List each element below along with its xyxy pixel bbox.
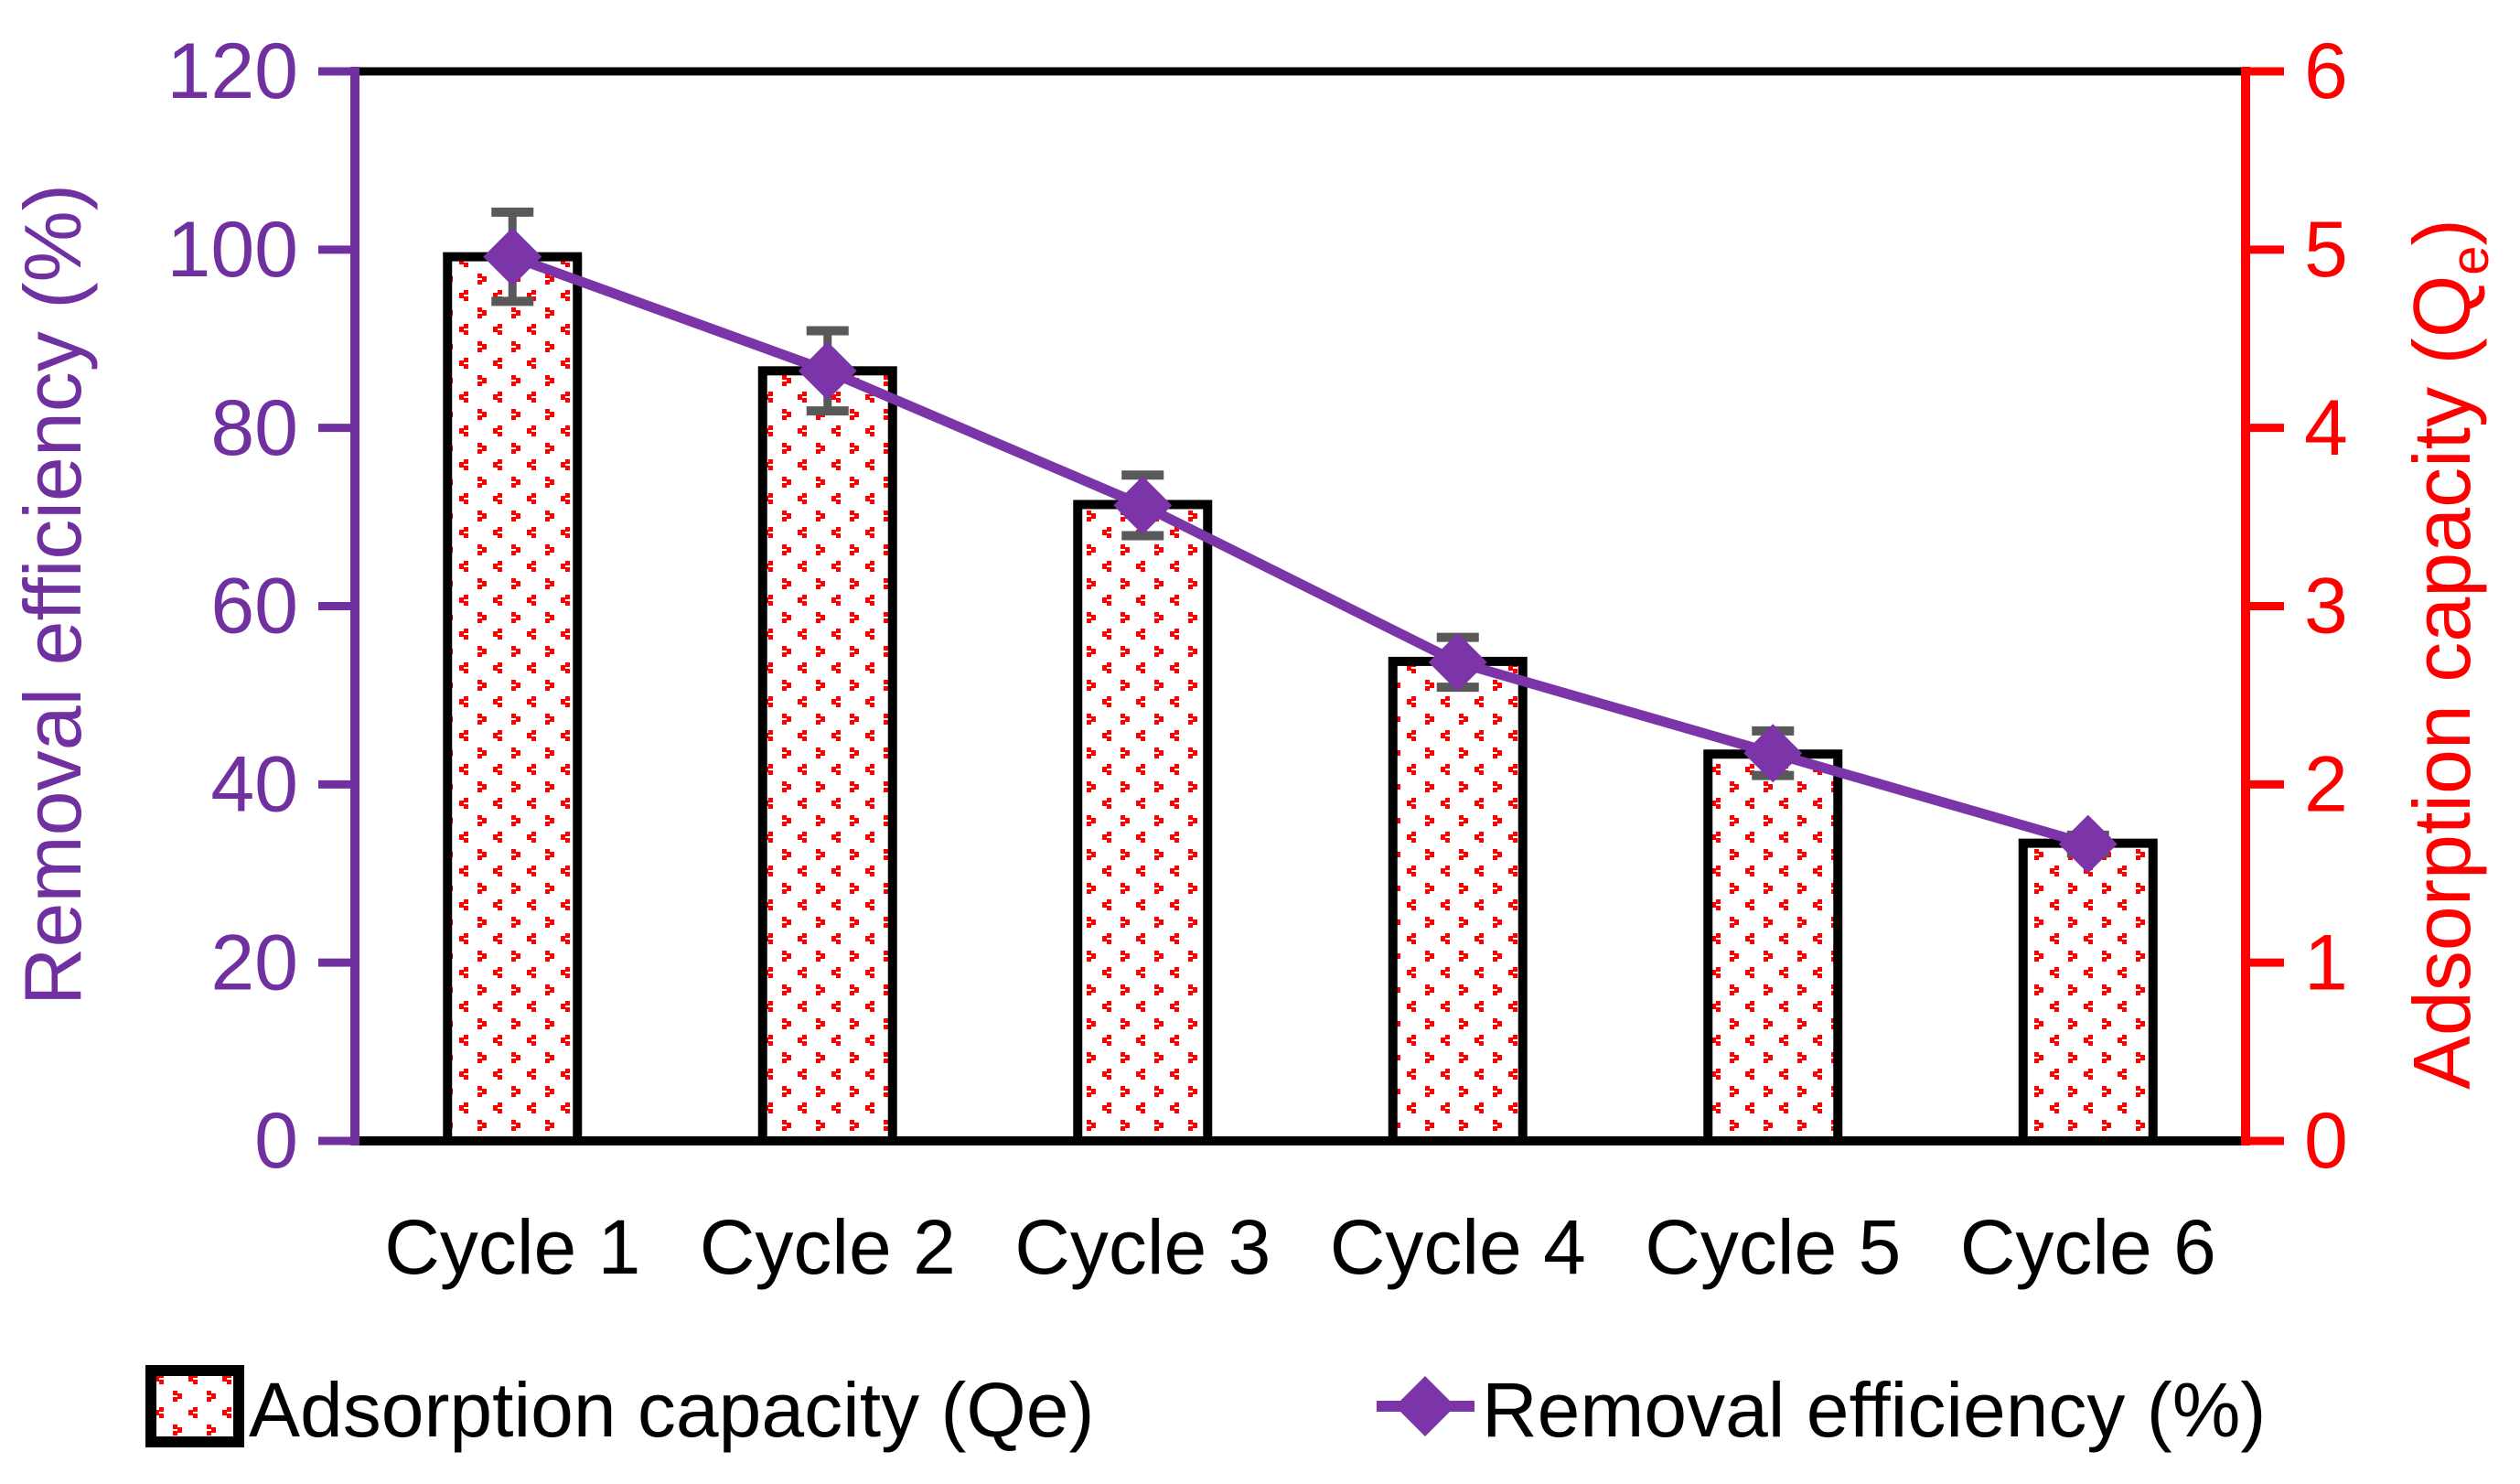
diamond-marker-cycle-4 — [1428, 632, 1487, 692]
axis-labels: 0 20 40 60 80 100 120 0 1 2 3 4 5 6 Cycle 1 Cycle 2 Cycl… — [7, 27, 2500, 1290]
legend-swatch-bar-pattern — [145, 1365, 244, 1447]
left-axis-tick-label-80: 80 — [210, 384, 298, 472]
right-axis-tick-label-0: 0 — [2304, 1097, 2348, 1185]
legend-item-adsorption-capacity: Adsorption capacity (Qe) — [145, 1365, 1094, 1453]
left-axis-tick-label-40: 40 — [210, 741, 298, 829]
right-axis-tick-label-5: 5 — [2304, 206, 2348, 294]
left-axis-tick-label-0: 0 — [254, 1097, 298, 1185]
plot-area — [443, 207, 2158, 1146]
right-axis-tick-label-4: 4 — [2304, 384, 2348, 472]
legend-item-removal-efficiency: Removal efficiency (%) — [1377, 1367, 2266, 1453]
bar-cycle-3 — [1073, 500, 1213, 1145]
bar-cycle-6 — [2018, 838, 2158, 1146]
bar-cycle-2 — [757, 366, 897, 1145]
left-axis-tick-label-100: 100 — [167, 206, 299, 294]
diamond-marker-cycle-1 — [483, 227, 542, 286]
removal-efficiency-line — [510, 252, 2090, 849]
right-axis-tick-label-3: 3 — [2304, 563, 2348, 651]
diamond-marker-cycle-6 — [2058, 814, 2118, 874]
x-label-cycle-1: Cycle 1 — [384, 1204, 640, 1290]
diamond-marker-cycle-2 — [798, 341, 857, 401]
diamond-marker-cycle-3 — [1113, 476, 1173, 535]
x-label-cycle-2: Cycle 2 — [700, 1204, 956, 1290]
legend: Adsorption capacity (Qe) Removal efficien… — [145, 1365, 2266, 1453]
left-axis-tick-label-60: 60 — [210, 563, 298, 651]
right-axis-tick-label-1: 1 — [2304, 919, 2348, 1006]
legend-label-adsorption-capacity: Adsorption capacity (Qe) — [249, 1367, 1094, 1453]
bar-cycle-4 — [1388, 656, 1528, 1145]
x-label-cycle-4: Cycle 4 — [1330, 1204, 1586, 1290]
right-axis-tick-label-2: 2 — [2304, 741, 2348, 829]
legend-diamond-marker — [1395, 1376, 1455, 1436]
bar-cycle-5 — [1703, 749, 1843, 1145]
axes — [318, 67, 2284, 1145]
bar-cycle-1 — [443, 252, 583, 1146]
x-label-cycle-5: Cycle 5 — [1645, 1204, 1901, 1290]
x-label-cycle-3: Cycle 3 — [1014, 1204, 1271, 1290]
right-axis-tick-label-6: 6 — [2304, 27, 2348, 115]
x-label-cycle-6: Cycle 6 — [1960, 1204, 2216, 1290]
left-axis-title: Removal efficiency (%) — [7, 184, 98, 1005]
left-axis-tick-label-120: 120 — [167, 27, 299, 115]
left-axis-tick-label-20: 20 — [210, 919, 298, 1006]
diamond-marker-cycle-5 — [1743, 724, 1803, 783]
legend-label-removal-efficiency: Removal efficiency (%) — [1482, 1367, 2266, 1453]
right-axis-title: Adsorption capacity (Qe) — [2397, 219, 2500, 1090]
